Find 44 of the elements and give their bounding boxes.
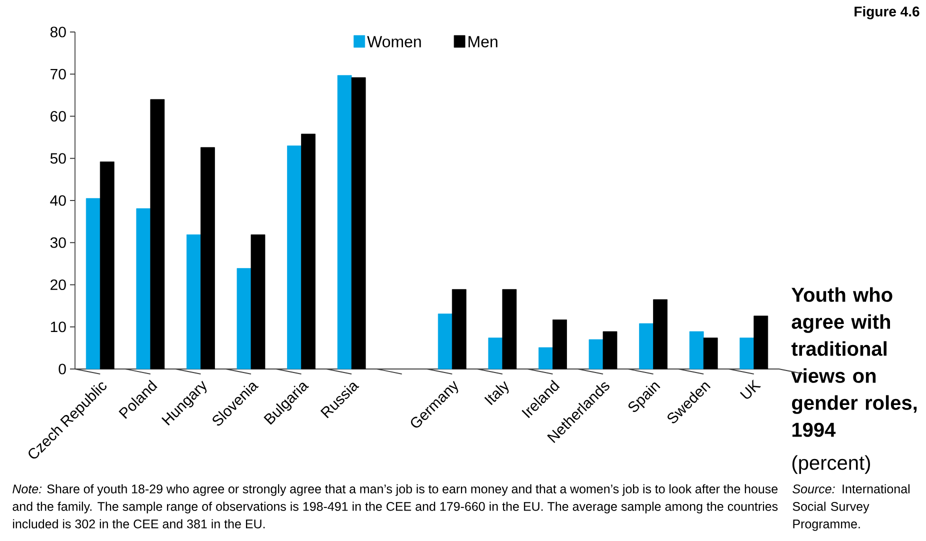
bar	[703, 338, 718, 370]
caption: Figure 4.6	[854, 6, 920, 20]
bar	[150, 99, 165, 370]
y-tick-label: 10	[50, 322, 66, 332]
bar	[452, 289, 466, 370]
bar	[301, 134, 316, 370]
x-tick-label: Italy	[484, 381, 509, 406]
bar	[689, 331, 704, 370]
bar	[602, 331, 618, 370]
y-tick-label: 0	[58, 364, 66, 374]
x-tick-label: UK	[740, 380, 762, 399]
text: (percent)	[792, 455, 870, 474]
bar	[100, 162, 114, 370]
bar	[287, 146, 302, 370]
bar	[236, 268, 252, 370]
bar	[186, 234, 201, 370]
legend-label: Women	[367, 36, 421, 48]
bar	[488, 338, 503, 370]
bar	[639, 323, 654, 370]
bar	[588, 339, 604, 370]
y-tick-label: 40	[50, 195, 66, 206]
text: Youth who agree with traditional views on gender roles, 1994	[791, 287, 917, 437]
bar	[200, 147, 215, 370]
y-tick-label: 20	[50, 279, 66, 290]
bar	[538, 347, 553, 370]
y-tick-label: 60	[50, 110, 66, 122]
bar	[653, 299, 668, 370]
legend-label: Men	[468, 36, 498, 48]
y-tick-label: 80	[50, 26, 66, 38]
y-tick-label: 50	[50, 153, 66, 164]
bar	[250, 234, 266, 370]
bar	[351, 77, 366, 370]
bar	[136, 208, 151, 370]
bar	[740, 338, 754, 370]
bar	[337, 75, 352, 370]
y-tick-label: 70	[50, 68, 66, 80]
text: Source: International Social Survey Programme.	[792, 484, 910, 531]
text: Note: Share of youth 18-29 who agree or strongly agree that a man’s job is to earn money and that a women’s job is to look after the house and the family. The sample range of observations is 198-491 in the CEE and 179-660 in the EU. The average sample among the countries included is 302 in the CEE and 381 in the EU.	[12, 484, 778, 528]
bar	[754, 316, 768, 370]
bar	[86, 198, 100, 370]
bar	[552, 320, 567, 370]
bar	[438, 314, 452, 370]
y-tick-label: 30	[50, 237, 66, 248]
bar	[502, 289, 517, 370]
